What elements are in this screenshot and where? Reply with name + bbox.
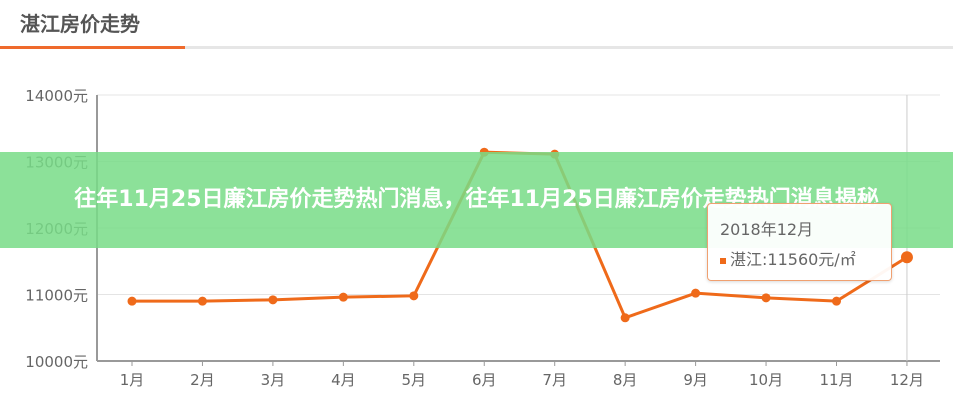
- x-tick-label: 12月: [890, 371, 924, 389]
- data-point: [338, 292, 348, 302]
- x-tick-label: 3月: [261, 371, 286, 389]
- data-point: [409, 291, 419, 301]
- tooltip-date: 2018年12月: [720, 220, 814, 239]
- x-tick-label: 5月: [402, 371, 427, 389]
- x-tick-label: 6月: [472, 371, 497, 389]
- x-tick-label: 8月: [613, 371, 638, 389]
- tooltip-series: 湛江: [730, 250, 763, 269]
- x-tick-label: 2月: [190, 371, 215, 389]
- title-underline: [0, 46, 953, 49]
- y-tick-label: 14000元: [25, 87, 88, 105]
- data-point: [620, 313, 630, 323]
- tooltip-value: 11560元/㎡: [767, 250, 856, 269]
- x-tick-label: 11月: [819, 371, 853, 389]
- data-point: [900, 251, 913, 264]
- x-tick-label: 1月: [120, 371, 145, 389]
- data-point: [127, 296, 137, 306]
- headline-banner: 往年11月25日廉江房价走势热门消息，往年11月25日廉江房价走势热门消息揭秘: [0, 152, 953, 248]
- data-point: [268, 295, 278, 305]
- data-point: [761, 293, 771, 303]
- y-tick-label: 11000元: [25, 287, 88, 305]
- y-tick-label: 10000元: [25, 353, 88, 371]
- series-marker-icon: [720, 257, 726, 264]
- x-tick-label: 10月: [749, 371, 783, 389]
- tooltip-value-row: 湛江:11560元/㎡: [720, 246, 856, 270]
- chart-title: 湛江房价走势: [20, 12, 140, 36]
- x-tick-label: 4月: [331, 371, 356, 389]
- data-point: [691, 288, 701, 298]
- tooltip: 2018年12月 湛江:11560元/㎡: [707, 203, 892, 281]
- x-tick-label: 7月: [542, 371, 567, 389]
- x-tick-label: 9月: [683, 371, 708, 389]
- data-point: [197, 296, 207, 306]
- data-point: [832, 296, 841, 306]
